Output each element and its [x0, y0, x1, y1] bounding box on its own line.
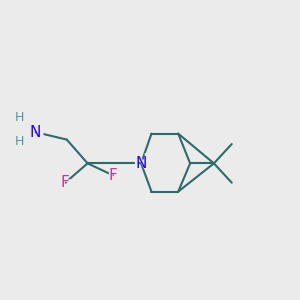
Text: F: F [61, 175, 70, 190]
Text: F: F [106, 165, 120, 185]
Text: F: F [58, 173, 72, 193]
Text: N: N [132, 153, 150, 173]
Text: H: H [14, 135, 24, 148]
Text: N: N [30, 125, 41, 140]
Text: F: F [109, 168, 117, 183]
Text: N: N [135, 156, 147, 171]
Text: N: N [27, 122, 44, 142]
Text: H: H [14, 111, 24, 124]
